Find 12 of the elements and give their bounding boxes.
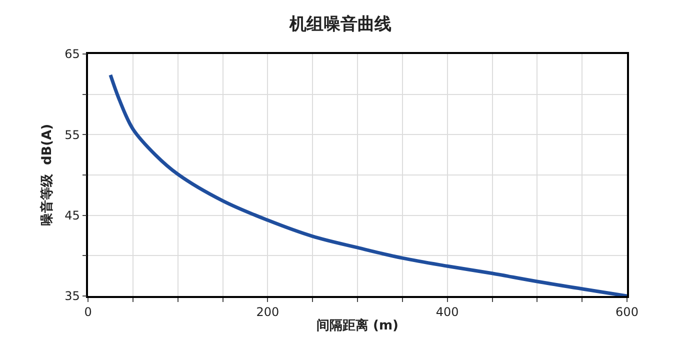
line-series — [108, 73, 627, 296]
x-tick-label: 200 — [256, 305, 280, 320]
y-tick-label: 55 — [64, 128, 80, 142]
y-tick-label: 65 — [64, 47, 80, 62]
y-tick-label: 35 — [64, 289, 80, 304]
y-tick-label: 45 — [64, 208, 80, 223]
x-tick-label: 400 — [436, 305, 459, 320]
y-axis-title: 噪音等级 dB(A) — [39, 124, 56, 226]
x-tick-label: 0 — [84, 305, 92, 320]
x-tick-label: 600 — [616, 305, 638, 320]
chart-title: 机组噪音曲线 — [288, 14, 392, 34]
x-axis-title: 间隔距离 (m) — [316, 317, 398, 334]
